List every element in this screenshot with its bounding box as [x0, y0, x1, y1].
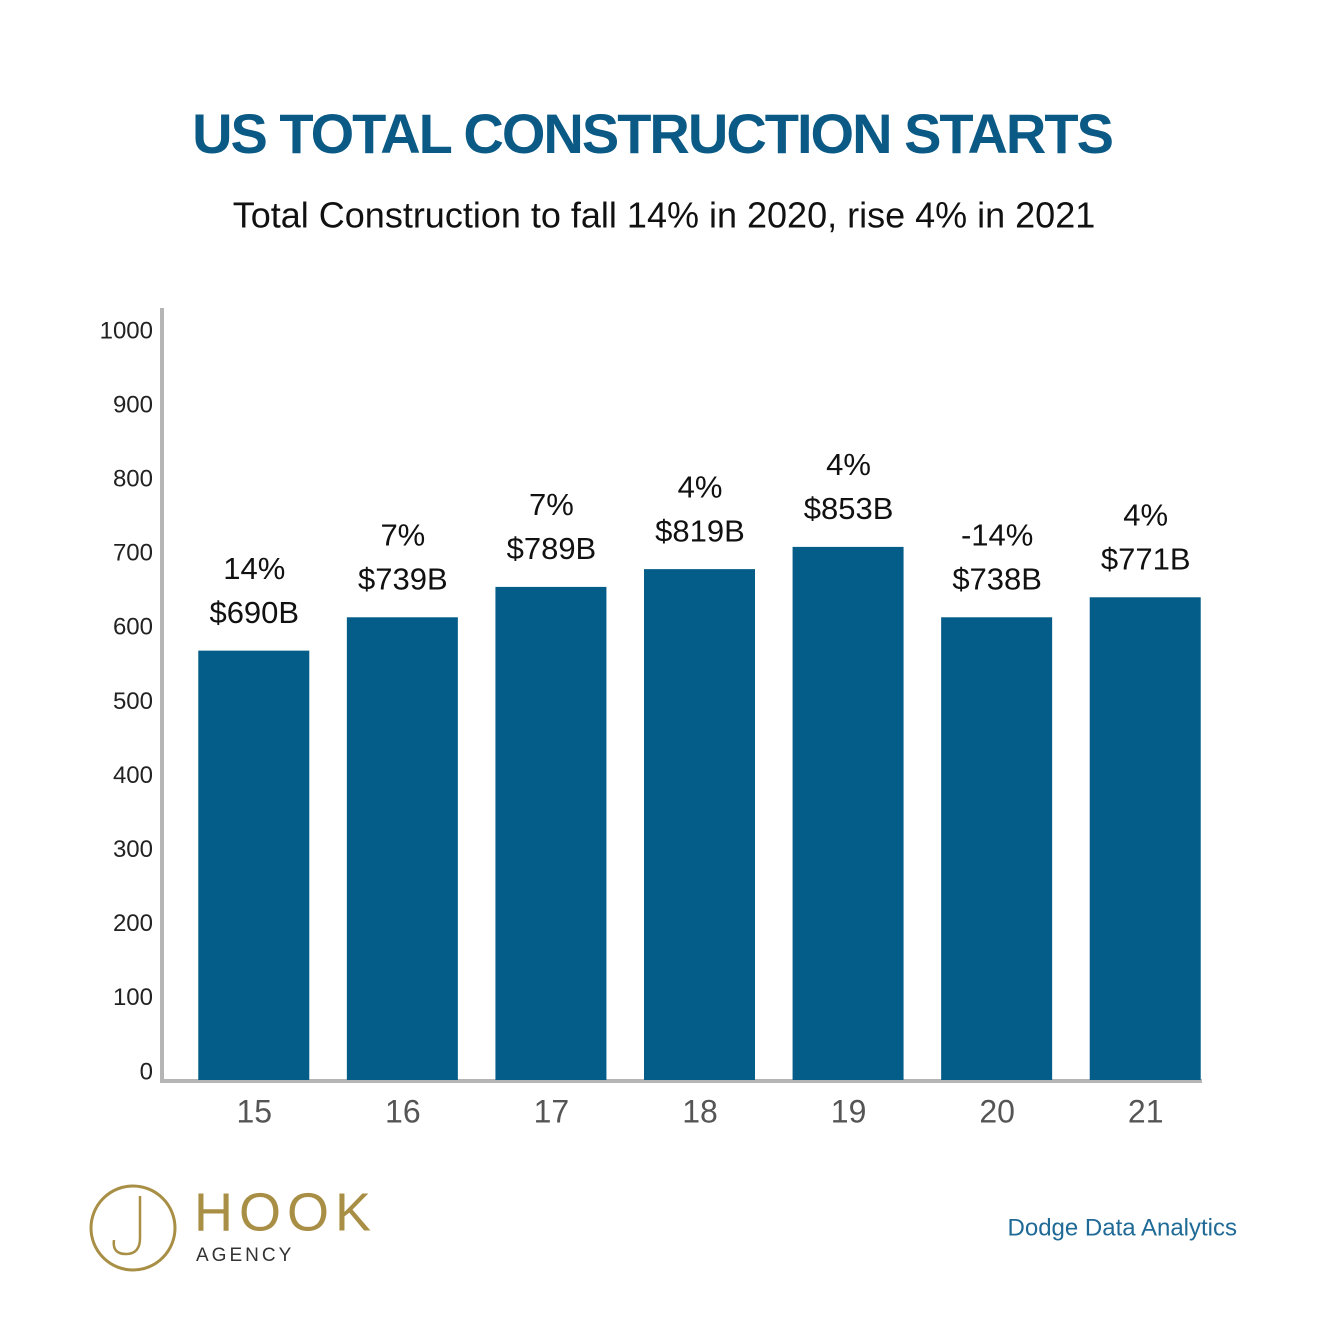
x-tick-label: 18	[682, 1093, 718, 1129]
bar	[1089, 597, 1201, 1080]
amount-label: $771B	[1101, 541, 1191, 576]
y-tick-label: 300	[113, 836, 153, 863]
y-tick-label: 800	[113, 466, 153, 493]
change-label: 14%	[223, 551, 285, 586]
y-tick-label: 1000	[100, 317, 153, 344]
y-tick-label: 700	[113, 540, 153, 567]
change-label: -14%	[961, 517, 1033, 552]
amount-label: $738B	[952, 561, 1042, 596]
amount-label: $853B	[804, 491, 894, 526]
change-label: 4%	[826, 447, 871, 482]
x-tick-label: 17	[534, 1093, 570, 1129]
y-tick-label: 400	[113, 762, 153, 789]
logo-circle	[89, 1184, 177, 1272]
amount-label: $739B	[358, 561, 448, 596]
bar	[792, 546, 904, 1080]
change-label: 4%	[678, 469, 723, 504]
bar	[346, 617, 458, 1080]
bar	[495, 586, 607, 1080]
source: Dodge Data Analytics	[1008, 1214, 1237, 1241]
y-tick-label: 500	[113, 688, 153, 715]
change-label: 7%	[380, 517, 425, 552]
amount-label: $819B	[655, 513, 745, 548]
change-label: 7%	[529, 487, 574, 522]
y-tick-label: 0	[140, 1058, 153, 1085]
x-tick-label: 16	[385, 1093, 421, 1129]
chart-title: US TOTAL CONSTRUCTION STARTS	[192, 102, 1112, 165]
x-tick-label: 19	[831, 1093, 867, 1129]
y-tick-label: 200	[113, 910, 153, 937]
y-tick-label: 900	[113, 391, 153, 418]
logo-subtext: AGENCY	[196, 1245, 294, 1266]
y-tick-label: 600	[113, 614, 153, 641]
logo-hook	[112, 1196, 142, 1256]
bar	[644, 569, 755, 1080]
bar	[198, 650, 310, 1080]
logo	[89, 1184, 177, 1272]
x-tick-label: 21	[1128, 1093, 1164, 1129]
logo-text: HOOK	[194, 1182, 377, 1242]
chart-subtitle: Total Construction to fall 14% in 2020, …	[233, 195, 1096, 236]
change-label: 4%	[1123, 497, 1168, 532]
x-tick-label: 15	[236, 1093, 272, 1129]
amount-label: $789B	[507, 531, 597, 566]
amount-label: $690B	[209, 595, 299, 630]
bar	[941, 617, 1053, 1080]
y-tick-label: 100	[113, 984, 153, 1011]
x-tick-label: 20	[979, 1093, 1015, 1129]
